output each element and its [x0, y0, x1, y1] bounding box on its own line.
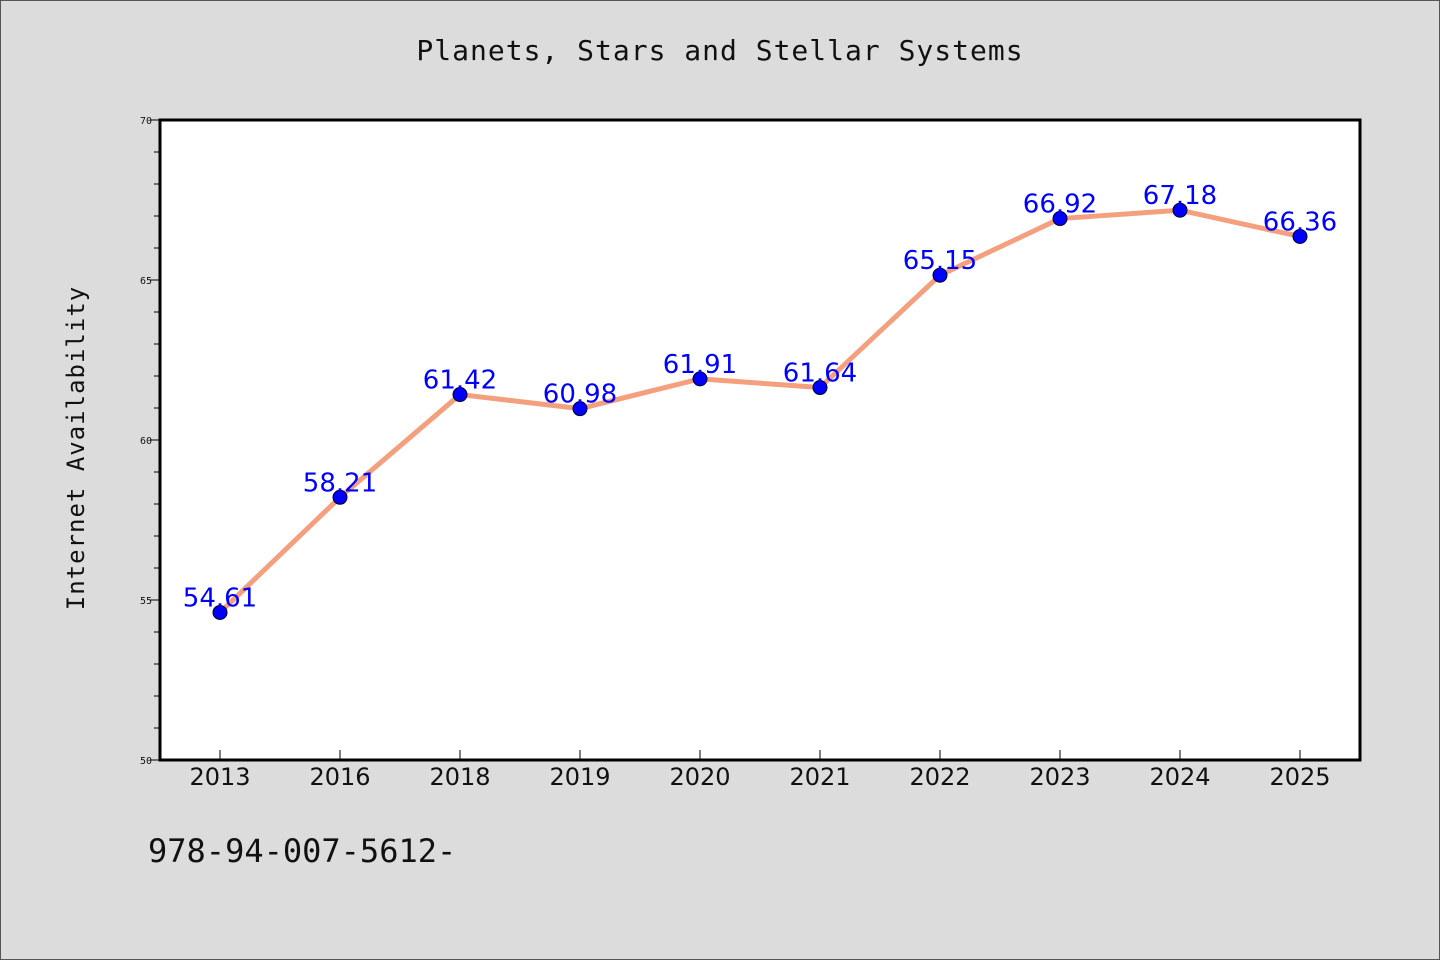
y-tick-label: 55 — [140, 596, 152, 607]
x-tick-label: 2024 — [1149, 763, 1210, 791]
y-tick-label: 65 — [140, 276, 152, 287]
y-tick-label: 60 — [140, 436, 152, 447]
data-label: 61.64 — [783, 359, 857, 389]
data-point — [332, 489, 348, 505]
x-tick-label: 2019 — [549, 763, 610, 791]
data-label: 65.15 — [903, 246, 977, 276]
x-tick-label: 2016 — [309, 763, 370, 791]
x-tick-label: 2023 — [1029, 763, 1090, 791]
data-point — [692, 371, 708, 387]
data-label: 60.98 — [543, 380, 617, 410]
data-point — [1052, 211, 1068, 227]
x-tick-label: 2013 — [189, 763, 250, 791]
data-point — [1172, 202, 1188, 218]
y-tick-label: 70 — [140, 116, 152, 127]
data-point — [1292, 228, 1308, 244]
data-point — [572, 401, 588, 417]
y-axis: 50 55 60 65 70 — [140, 116, 160, 767]
data-labels: 54.61 58.21 61.42 60.98 61.91 61.64 65.15 66.92… — [183, 181, 1337, 613]
chart-title: Planets, Stars and Stellar Systems — [416, 34, 1024, 67]
data-markers — [212, 202, 1308, 620]
data-label: 66.92 — [1023, 190, 1097, 220]
x-axis: 2013 2016 2018 2019 2020 2021 2022 2023 2024 2025 — [189, 750, 1331, 791]
x-tick-label: 2018 — [429, 763, 490, 791]
x-tick-label: 2022 — [909, 763, 970, 791]
data-label: 58.21 — [303, 468, 377, 498]
data-label: 66.36 — [1263, 207, 1337, 237]
isbn-footnote: 978-94-007-5612- — [148, 832, 457, 870]
data-label: 61.91 — [663, 350, 737, 380]
data-label: 54.61 — [183, 583, 257, 613]
x-tick-label: 2020 — [669, 763, 730, 791]
y-tick-label: 50 — [140, 756, 152, 767]
x-tick-label: 2025 — [1269, 763, 1330, 791]
data-point — [812, 380, 828, 396]
data-label: 61.42 — [423, 366, 497, 396]
series-line — [218, 207, 1301, 615]
data-label: 67.18 — [1143, 181, 1217, 211]
x-tick-label: 2021 — [789, 763, 850, 791]
data-point — [452, 387, 468, 403]
data-point — [932, 267, 948, 283]
plot-area — [158, 118, 1362, 762]
data-point — [212, 604, 228, 620]
